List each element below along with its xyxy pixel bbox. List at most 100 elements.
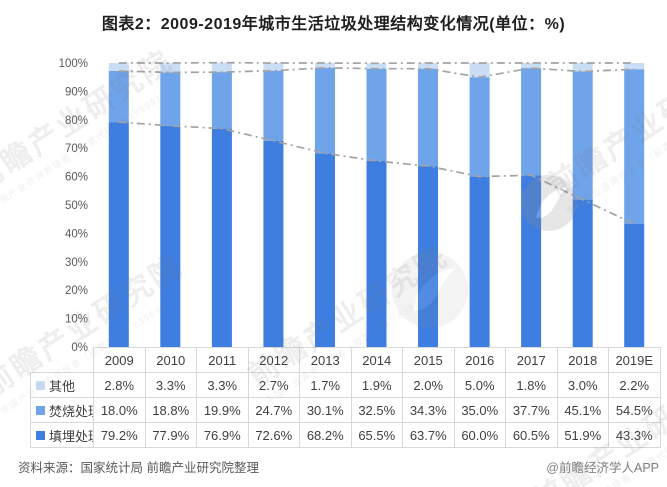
trend-line-焚烧处理: [118, 66, 635, 79]
value-cell: 65.5%: [350, 422, 403, 448]
bar-segment-填埋处理: [624, 224, 645, 347]
bar-segment-焚烧处理: [624, 69, 645, 224]
table-header-year: 2016: [453, 347, 506, 373]
data-table: 2009 2010 2011 2012 2013 2014 2015 2016 2017 2018…: [30, 347, 661, 448]
legend-label: 焚烧处理: [49, 403, 93, 419]
value-cell: 63.7%: [402, 422, 455, 448]
legend-cell: 填埋处理: [30, 422, 94, 448]
value-cell: 2.7%: [247, 372, 300, 398]
legend-swatch-icon: [36, 430, 45, 440]
bar-segment-填埋处理: [211, 128, 232, 347]
chart-title: 图表2：2009-2019年城市生活垃圾处理结构变化情况(单位：%): [101, 16, 566, 33]
value-cell: 3.3%: [144, 372, 197, 398]
legend-cell: 其他: [30, 372, 94, 398]
bar-segment-填埋处理: [108, 122, 129, 347]
value-cell: 18.0%: [93, 397, 146, 423]
bar-segment-填埋处理: [366, 161, 387, 347]
value-cell: 3.3%: [196, 372, 249, 398]
table-header-year: 2012: [247, 347, 300, 373]
y-axis-tick-label: 30%: [65, 257, 88, 269]
table-header-year: 2009: [93, 347, 146, 373]
y-axis-tick-label: 90%: [65, 86, 88, 98]
bar-segment-其他: [572, 63, 593, 72]
bar-segment-其他: [108, 63, 129, 71]
bar-segment-焚烧处理: [263, 70, 284, 141]
bar-segment-焚烧处理: [211, 72, 232, 129]
table-header-year: 2018: [556, 347, 609, 373]
value-cell: 1.7%: [299, 372, 352, 398]
bar-segment-其他: [624, 63, 645, 70]
value-cell: 79.2%: [93, 422, 146, 448]
bar-segment-其他: [315, 63, 335, 68]
table-row: 焚烧处理18.0%18.8%19.9%24.7%30.1%32.5%34.3%3…: [30, 397, 661, 423]
bar-segment-焚烧处理: [572, 71, 593, 200]
y-axis-tick-label: 10%: [65, 314, 88, 326]
table-row: 填埋处理79.2%77.9%76.9%72.6%68.2%65.5%63.7%6…: [30, 422, 661, 448]
bar-segment-填埋处理: [160, 125, 181, 347]
table-header-year: 2019E: [608, 347, 661, 373]
value-cell: 5.0%: [453, 372, 506, 398]
value-cell: 2.2%: [608, 372, 661, 398]
bar-segment-其他: [521, 63, 542, 69]
value-cell: 72.6%: [247, 422, 300, 448]
table-header-year: 2013: [299, 347, 352, 373]
value-cell: 30.1%: [299, 397, 352, 423]
y-axis-tick-label: 40%: [65, 228, 88, 240]
value-cell: 1.8%: [505, 372, 558, 398]
bar-segment-焚烧处理: [108, 71, 129, 123]
value-cell: 76.9%: [196, 422, 249, 448]
bar-segment-填埋处理: [521, 175, 542, 347]
stacked-bar-chart: 0% 10% 20% 30% 40% 50% 60% 70% 80% 90% 100%: [59, 58, 645, 352]
legend-swatch-icon: [36, 380, 45, 390]
value-cell: 19.9%: [196, 397, 249, 423]
y-axis-tick-label: 100%: [59, 58, 88, 70]
y-axis-tick-label: 50%: [65, 200, 88, 212]
value-cell: 45.1%: [556, 397, 609, 423]
bar-segment-填埋处理: [263, 140, 284, 347]
value-cell: 18.8%: [144, 397, 197, 423]
source-text: 资料来源：国家统计局 前瞻产业研究院整理: [18, 461, 259, 475]
bar-segment-填埋处理: [315, 153, 335, 347]
bar-segment-焚烧处理: [521, 68, 542, 176]
bar-segment-其他: [366, 63, 387, 69]
trend-line-其他: [118, 61, 635, 65]
bar-segment-焚烧处理: [315, 67, 335, 154]
value-cell: 43.3%: [608, 422, 661, 448]
value-cell: 34.3%: [402, 397, 455, 423]
table-header-year: 2014: [350, 347, 403, 373]
legend-label: 其他: [49, 378, 76, 394]
value-cell: 77.9%: [144, 422, 197, 448]
legend-swatch-icon: [36, 405, 45, 415]
table-header-year: 2010: [144, 347, 197, 373]
value-cell: 68.2%: [299, 422, 352, 448]
y-axis-tick-label: 20%: [65, 285, 88, 297]
bar-segment-焚烧处理: [160, 72, 181, 126]
table-header-year: 2015: [402, 347, 455, 373]
table-header-year: 2017: [505, 347, 558, 373]
y-axis-tick-label: 70%: [65, 143, 88, 155]
bar-segment-其他: [160, 63, 181, 73]
value-cell: 2.8%: [93, 372, 146, 398]
bar-segment-其他: [469, 63, 490, 78]
bar-segment-填埋处理: [418, 166, 438, 347]
value-cell: 2.0%: [402, 372, 455, 398]
credit-text: @前瞻经济学人APP: [546, 461, 659, 475]
bar-segment-其他: [418, 63, 438, 69]
table-header-year: 2011: [196, 347, 249, 373]
legend-cell: 焚烧处理: [30, 397, 94, 423]
value-cell: 35.0%: [453, 397, 506, 423]
value-cell: 24.7%: [247, 397, 300, 423]
legend-label: 填埋处理: [49, 428, 93, 444]
bar-segment-焚烧处理: [469, 77, 490, 177]
value-cell: 54.5%: [608, 397, 661, 423]
bar-segment-其他: [211, 62, 232, 73]
table-row: 其他 2.8% 3.3% 3.3% 2.7% 1.7% 1.9% 2.0% 5.0% 1.8% 3.…: [30, 372, 661, 398]
value-cell: 60.0%: [453, 422, 506, 448]
y-axis-tick-label: 80%: [65, 115, 88, 127]
bar-segment-焚烧处理: [366, 68, 387, 161]
value-cell: 60.5%: [505, 422, 558, 448]
bar-segment-填埋处理: [572, 199, 593, 347]
value-cell: 37.7%: [505, 397, 558, 423]
value-cell: 32.5%: [350, 397, 403, 423]
